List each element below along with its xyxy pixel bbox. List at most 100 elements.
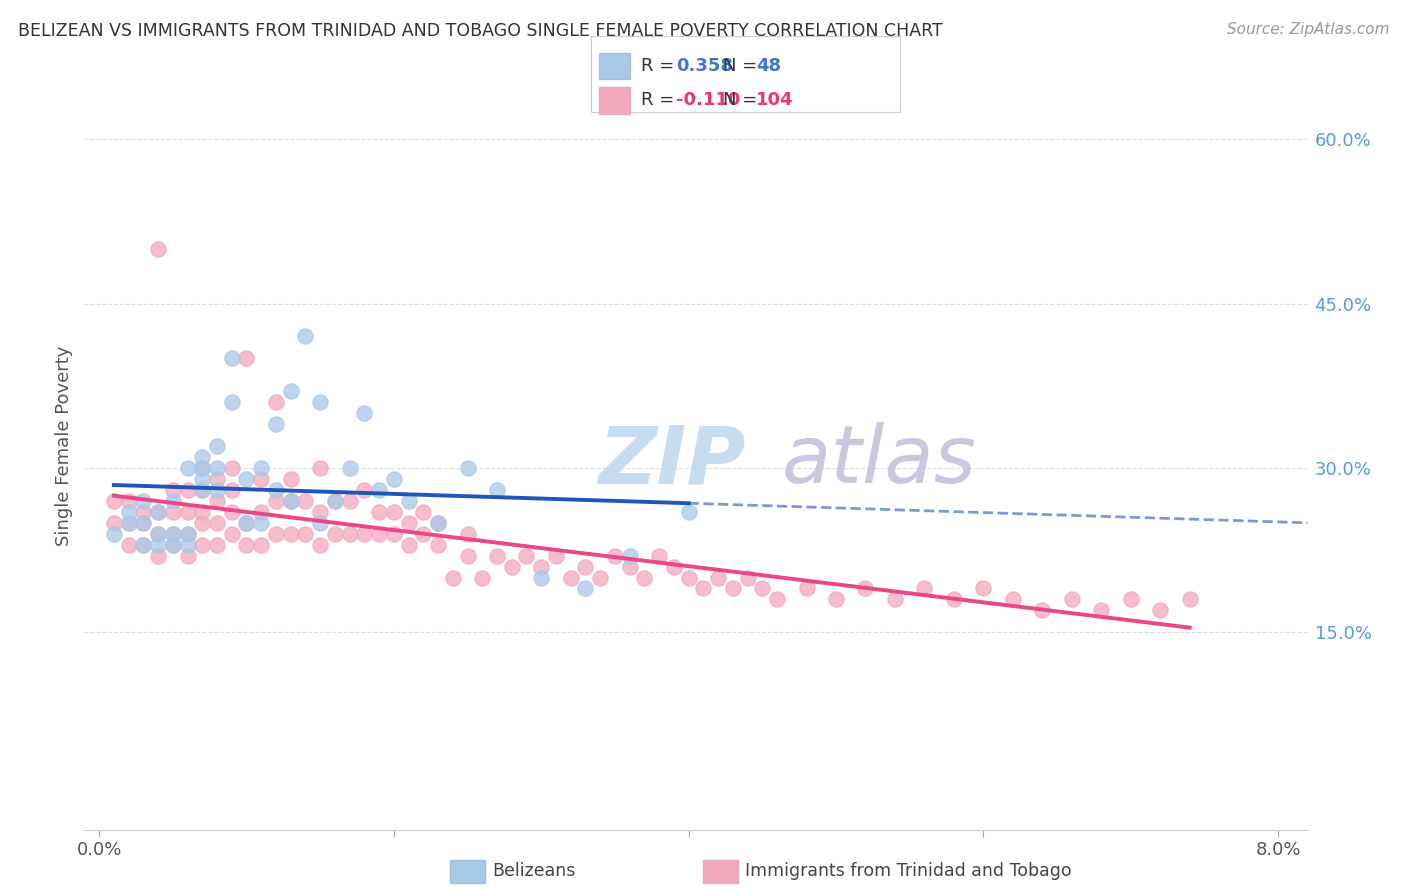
Point — [132, 538, 155, 552]
Point — [339, 526, 361, 541]
Point — [309, 538, 332, 552]
Point — [117, 493, 139, 508]
Point — [912, 582, 935, 596]
Point — [280, 526, 302, 541]
Point — [162, 493, 184, 508]
Point — [250, 461, 273, 475]
Point — [221, 351, 243, 366]
Point — [191, 450, 214, 464]
Point — [368, 526, 391, 541]
Point — [176, 526, 198, 541]
Point — [412, 505, 434, 519]
Point — [309, 516, 332, 530]
Point — [221, 526, 243, 541]
Y-axis label: Single Female Poverty: Single Female Poverty — [55, 346, 73, 546]
Point — [309, 461, 332, 475]
Point — [250, 516, 273, 530]
Point — [205, 461, 228, 475]
Point — [353, 483, 375, 497]
Point — [412, 526, 434, 541]
Point — [162, 505, 184, 519]
Point — [398, 493, 420, 508]
Point — [280, 493, 302, 508]
Point — [264, 526, 287, 541]
Point — [191, 538, 214, 552]
Point — [589, 570, 612, 584]
Point — [1119, 592, 1142, 607]
Point — [146, 505, 169, 519]
Point — [132, 516, 155, 530]
Point — [250, 538, 273, 552]
Point — [176, 483, 198, 497]
Point — [235, 351, 257, 366]
Point — [235, 472, 257, 486]
Point — [1060, 592, 1083, 607]
Point — [323, 493, 346, 508]
Point — [309, 395, 332, 409]
Point — [146, 526, 169, 541]
Point — [205, 493, 228, 508]
Point — [191, 483, 214, 497]
Point — [294, 526, 316, 541]
Point — [162, 538, 184, 552]
Point — [1178, 592, 1201, 607]
Point — [485, 483, 508, 497]
Point — [339, 461, 361, 475]
Point — [191, 516, 214, 530]
Point — [264, 493, 287, 508]
Point — [619, 549, 641, 563]
Point — [117, 516, 139, 530]
Point — [692, 582, 714, 596]
Point — [132, 538, 155, 552]
Point — [766, 592, 789, 607]
Point — [382, 472, 405, 486]
Point — [162, 526, 184, 541]
Point — [250, 472, 273, 486]
Point — [191, 483, 214, 497]
Point — [530, 559, 553, 574]
Text: 104: 104 — [756, 91, 794, 109]
Point — [323, 493, 346, 508]
Text: 0.358: 0.358 — [676, 57, 734, 75]
Point — [648, 549, 671, 563]
Point — [176, 538, 198, 552]
Point — [132, 493, 155, 508]
Text: N =: N = — [723, 57, 762, 75]
Point — [162, 526, 184, 541]
Point — [368, 505, 391, 519]
Point — [457, 549, 479, 563]
Point — [441, 570, 464, 584]
Point — [382, 526, 405, 541]
Point — [942, 592, 965, 607]
Text: atlas: atlas — [782, 422, 976, 500]
Point — [280, 384, 302, 399]
Point — [146, 505, 169, 519]
Point — [457, 526, 479, 541]
Text: R =: R = — [641, 91, 681, 109]
Point — [662, 559, 685, 574]
Point — [574, 582, 596, 596]
Point — [132, 516, 155, 530]
Point — [796, 582, 818, 596]
Point — [382, 505, 405, 519]
Point — [146, 526, 169, 541]
Text: R =: R = — [641, 57, 681, 75]
Point — [191, 505, 214, 519]
Point — [353, 526, 375, 541]
Text: BELIZEAN VS IMMIGRANTS FROM TRINIDAD AND TOBAGO SINGLE FEMALE POVERTY CORRELATIO: BELIZEAN VS IMMIGRANTS FROM TRINIDAD AND… — [18, 22, 943, 40]
Point — [117, 505, 139, 519]
Text: Immigrants from Trinidad and Tobago: Immigrants from Trinidad and Tobago — [745, 862, 1071, 880]
Point — [398, 538, 420, 552]
Point — [221, 461, 243, 475]
Point — [221, 483, 243, 497]
Point — [457, 461, 479, 475]
Point — [501, 559, 523, 574]
Point — [205, 538, 228, 552]
Point — [515, 549, 537, 563]
Text: 48: 48 — [756, 57, 782, 75]
Point — [678, 570, 700, 584]
Point — [264, 483, 287, 497]
Point — [205, 483, 228, 497]
Point — [737, 570, 759, 584]
Text: -0.110: -0.110 — [676, 91, 741, 109]
